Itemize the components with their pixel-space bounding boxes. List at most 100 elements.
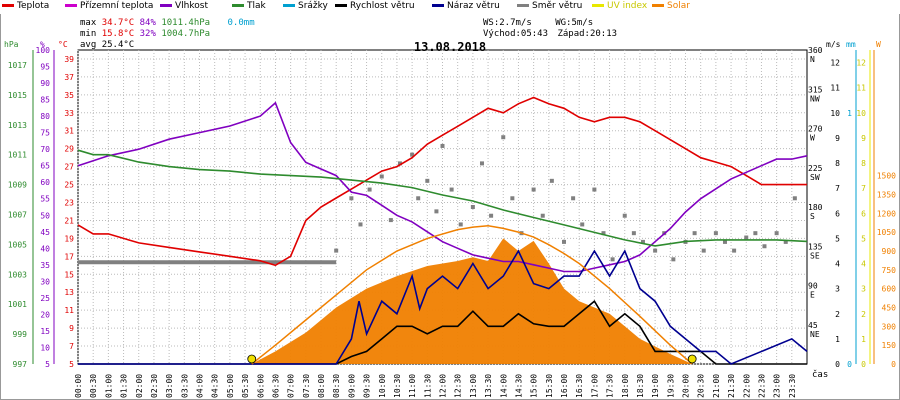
solar-tick-label: 300 xyxy=(882,322,897,331)
wind-direction-point xyxy=(458,222,463,227)
wind-direction-point xyxy=(631,231,636,236)
x-tick-label: 02:30 xyxy=(150,374,159,398)
wind-direction-point xyxy=(622,213,627,218)
humidity-tick-label: 85 xyxy=(40,96,50,105)
wind-direction-tick-label: 90 xyxy=(808,282,818,291)
uv-tick-label: 12 xyxy=(856,59,866,68)
x-tick-label: 00:30 xyxy=(89,374,98,398)
wind-direction-point xyxy=(440,143,445,148)
temperature-tick-label: 15 xyxy=(64,270,74,279)
wind-direction-tick-label: 225 xyxy=(808,164,823,173)
wind-direction-compass-label: SW xyxy=(810,173,820,182)
stats-sunrise: Východ:05:43 xyxy=(483,29,549,39)
wind-speed-tick-label: 1 xyxy=(835,335,840,344)
x-tick-label: 12:30 xyxy=(454,374,463,398)
legend-item: Vlhkost xyxy=(160,1,208,11)
wind-direction-point xyxy=(479,161,484,166)
uv-tick-label: 3 xyxy=(861,285,866,294)
pressure-tick-label: 1015 xyxy=(8,91,27,100)
wind-direction-point xyxy=(470,205,475,209)
wind-direction-point xyxy=(562,239,566,244)
humidity-tick-label: 35 xyxy=(40,261,50,270)
humidity-tick-label: 5 xyxy=(45,360,50,369)
stats-wind-row: WS:2.7m/s WG:5m/s xyxy=(483,18,593,28)
x-tick-label: 02:00 xyxy=(135,374,144,398)
wind-direction-point xyxy=(713,231,718,236)
x-tick-label: 08:30 xyxy=(332,374,341,398)
pressure-tick-label: 999 xyxy=(13,330,28,339)
sunset-marker xyxy=(687,354,697,364)
temperature-tick-label: 37 xyxy=(64,73,74,82)
pressure-tick-label: 1013 xyxy=(8,121,27,130)
wind-direction-point xyxy=(425,178,430,183)
chart-title: 13.08.2018 xyxy=(413,40,487,54)
pressure-tick-label: 1017 xyxy=(8,61,27,70)
series-line-tlak xyxy=(77,149,808,247)
x-tick-label: 12:00 xyxy=(439,374,448,398)
wind-direction-point xyxy=(367,187,372,192)
wind-speed-tick-label: 0 xyxy=(835,360,840,369)
x-tick-label: 09:30 xyxy=(363,374,372,398)
x-tick-label: 21:00 xyxy=(712,374,721,398)
solar-tick-label: 1050 xyxy=(877,228,896,237)
x-tick-label: 01:30 xyxy=(120,374,129,398)
stats-avg-row: avg 25.4°C xyxy=(80,40,134,50)
temperature-tick-label: 25 xyxy=(64,181,74,190)
stats-max-row: max 34.7°C 84% 1011.4hPa 0.0mm xyxy=(80,18,255,28)
humidity-unit-label: % xyxy=(40,40,45,49)
x-tick-label: 17:00 xyxy=(590,374,599,398)
wind-speed-tick-label: 9 xyxy=(835,134,840,143)
temperature-tick-label: 19 xyxy=(64,234,74,243)
solar-tick-label: 150 xyxy=(882,341,897,350)
x-tick-label: 06:00 xyxy=(256,374,265,398)
x-tick-label: 11:30 xyxy=(423,374,432,398)
wind-direction-point xyxy=(358,222,363,227)
stats-min-row: min 15.8°C 32% 1004.7hPa xyxy=(80,29,210,39)
pressure-tick-label: 997 xyxy=(13,360,28,369)
x-tick-label: 07:30 xyxy=(302,374,311,398)
rain-tick-label: 0 xyxy=(847,360,852,369)
x-tick-label: 20:30 xyxy=(697,374,706,398)
wind-direction-compass-label: NW xyxy=(810,94,820,103)
x-tick-label: 09:00 xyxy=(347,374,356,398)
humidity-tick-label: 50 xyxy=(40,211,50,220)
wind-direction-point xyxy=(722,239,727,244)
pressure-tick-label: 1001 xyxy=(8,300,27,309)
temperature-tick-label: 7 xyxy=(69,342,74,351)
wind-direction-point xyxy=(744,235,749,240)
wind-direction-point xyxy=(732,248,737,253)
legend-label: Směr větru xyxy=(532,1,583,11)
x-tick-label: 04:00 xyxy=(196,374,205,398)
series-line-vlhkost xyxy=(77,101,808,273)
legend-label: Srážky xyxy=(298,1,328,11)
solar-tick-label: 1500 xyxy=(877,172,896,181)
wind-direction-point xyxy=(397,161,402,166)
humidity-tick-label: 60 xyxy=(40,178,50,187)
solar-unit-label: W xyxy=(876,40,881,49)
wind-direction-point xyxy=(753,231,758,236)
stats-ws: WS:2.7m/s xyxy=(483,18,532,28)
stats-min-temp: 15.8°C xyxy=(101,29,135,39)
wind-speed-tick-label: 11 xyxy=(830,84,840,93)
humidity-tick-label: 90 xyxy=(40,79,50,88)
uv-tick-label: 8 xyxy=(861,159,866,168)
solar-tick-label: 450 xyxy=(882,303,897,312)
legend-label: Přízemní teplota xyxy=(80,1,154,11)
wind-direction-point xyxy=(434,209,439,214)
wind-direction-tick-label: 135 xyxy=(808,242,823,251)
x-tick-label: 03:30 xyxy=(180,374,189,398)
x-tick-label: 14:00 xyxy=(499,374,508,398)
x-tick-label: 22:00 xyxy=(742,374,751,398)
stats-max-label: max xyxy=(80,18,97,28)
wind-speed-tick-label: 4 xyxy=(835,260,840,269)
wind-direction-point xyxy=(501,135,506,140)
humidity-tick-label: 40 xyxy=(40,244,50,253)
legend-swatch xyxy=(432,4,444,7)
temperature-tick-label: 13 xyxy=(64,288,74,297)
humidity-tick-label: 10 xyxy=(40,343,50,352)
x-tick-label: 07:00 xyxy=(287,374,296,398)
solar-tick-label: 1350 xyxy=(877,190,896,199)
uv-tick-label: 5 xyxy=(861,234,866,243)
x-tick-label: 23:00 xyxy=(773,374,782,398)
